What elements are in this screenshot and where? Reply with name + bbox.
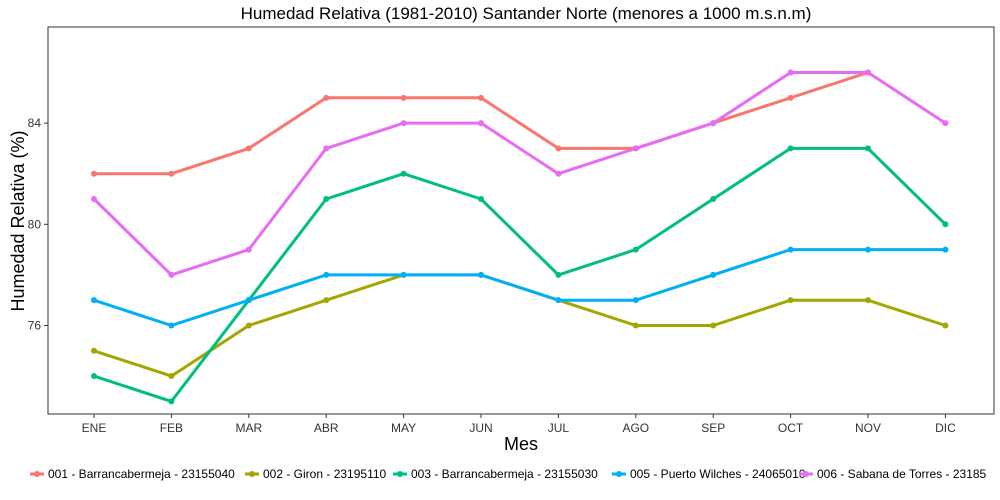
y-tick-label: 80	[28, 217, 42, 231]
data-point	[478, 196, 484, 202]
data-point	[400, 170, 407, 177]
data-point	[245, 145, 252, 152]
data-point	[323, 94, 330, 101]
data-point	[632, 297, 639, 304]
series-layer	[91, 69, 949, 405]
legend-label: 006 - Sabana de Torres - 23185	[817, 467, 987, 481]
y-tick-label: 76	[28, 318, 42, 332]
data-point	[555, 145, 562, 152]
data-point	[787, 94, 794, 101]
data-point	[168, 271, 175, 278]
legend: 001 - Barrancabermeja - 23155040 002 - Gi…	[30, 467, 987, 481]
series-group	[91, 69, 949, 278]
x-tick-label: NOV	[855, 421, 881, 435]
x-tick-label: MAY	[391, 421, 416, 435]
series-line	[93, 248, 946, 327]
x-tick-label: DIC	[935, 421, 956, 435]
data-point	[245, 297, 252, 304]
data-point	[323, 145, 330, 152]
plot-panel	[47, 26, 995, 415]
legend-key-point	[249, 471, 255, 477]
data-point	[245, 246, 252, 253]
y-axis: 76 80 84	[28, 116, 48, 332]
data-point	[400, 94, 407, 101]
y-tick-label: 84	[28, 116, 42, 130]
legend-label: 002 - Giron - 23195110	[263, 467, 387, 481]
legend-item: 003 - Barrancabermeja - 23155030	[393, 467, 598, 481]
legend-item: 002 - Giron - 23195110	[245, 467, 387, 481]
data-point	[323, 196, 330, 202]
data-point	[865, 246, 871, 253]
legend-item: 001 - Barrancabermeja - 23155040	[30, 467, 235, 481]
series-line	[92, 71, 947, 277]
x-tick-label: FEB	[160, 421, 183, 435]
data-point	[400, 271, 407, 278]
data-point	[478, 94, 484, 101]
series-group	[91, 246, 949, 329]
x-tick-label: ENE	[82, 421, 107, 435]
legend-key-point	[397, 471, 403, 477]
legend-label: 003 - Barrancabermeja - 23155030	[411, 467, 598, 481]
x-tick-label: ABR	[314, 421, 339, 435]
data-point	[710, 271, 717, 278]
data-point	[632, 322, 639, 329]
x-tick-label: OCT	[778, 421, 804, 435]
data-point	[168, 373, 175, 380]
data-point	[865, 145, 871, 152]
legend-key-point	[34, 471, 40, 477]
x-axis-title: Mes	[504, 434, 538, 454]
y-axis-title: Humedad Relativa (%)	[8, 130, 28, 311]
data-point	[787, 246, 794, 253]
legend-label: 001 - Barrancabermeja - 23155040	[48, 467, 235, 481]
legend-item: 006 - Sabana de Torres - 23185	[799, 467, 987, 481]
legend-item: 005 - Puerto Wilches - 24065010	[612, 467, 806, 481]
data-point	[710, 120, 717, 127]
x-tick-label: JUN	[469, 421, 492, 435]
data-point	[865, 297, 871, 304]
data-point	[323, 271, 330, 278]
data-point	[245, 322, 252, 329]
data-point	[555, 297, 562, 304]
data-point	[168, 322, 175, 329]
data-point	[710, 322, 717, 329]
data-point	[91, 373, 97, 380]
data-point	[168, 170, 175, 177]
series-line	[93, 146, 947, 403]
x-tick-label: JUL	[548, 421, 570, 435]
data-point	[323, 297, 330, 304]
data-point	[787, 297, 794, 304]
data-point	[555, 271, 562, 278]
x-tick-label: SEP	[701, 421, 725, 435]
data-point	[91, 347, 97, 354]
data-point	[710, 196, 717, 202]
chart-title: Humedad Relativa (1981-2010) Santander N…	[241, 4, 812, 23]
data-point	[478, 120, 484, 127]
x-tick-label: MAR	[235, 421, 262, 435]
data-point	[942, 322, 949, 329]
legend-key-point	[803, 471, 809, 477]
data-point	[787, 145, 794, 152]
legend-label: 005 - Puerto Wilches - 24065010	[630, 467, 806, 481]
x-axis: ENE FEB MAR ABR MAY JUN JUL AGO SEP OCT NOV DIC	[82, 414, 956, 435]
data-point	[400, 120, 407, 127]
data-point	[555, 170, 562, 177]
data-point	[478, 271, 484, 278]
data-point	[865, 69, 871, 76]
data-point	[91, 196, 97, 202]
legend-key-point	[616, 471, 622, 477]
data-point	[632, 246, 639, 253]
data-point	[942, 246, 949, 253]
data-point	[632, 145, 639, 152]
data-point	[787, 69, 794, 76]
x-tick-label: AGO	[622, 421, 649, 435]
data-point	[168, 398, 175, 405]
data-point	[942, 221, 949, 228]
data-point	[91, 170, 97, 177]
data-point	[942, 120, 949, 127]
data-point	[91, 297, 97, 304]
